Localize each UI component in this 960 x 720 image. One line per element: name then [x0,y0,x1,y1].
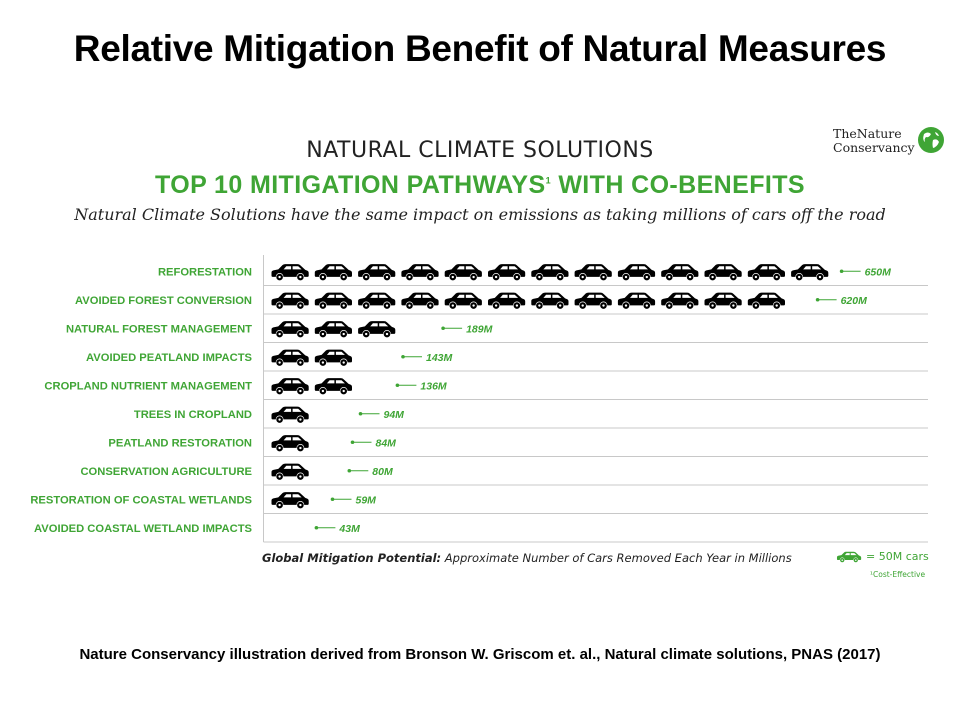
car-icon [358,292,396,309]
car-icon [661,292,699,309]
x-axis-label-rest: Approximate Number of Cars Removed Each … [441,551,792,565]
car-icon [661,264,699,281]
x-axis-label: Global Mitigation Potential: Approximate… [262,551,792,565]
car-icon [704,264,742,281]
chart-row: PEATLAND RESTORATION 84M [108,435,928,457]
car-icon [314,264,352,281]
chart-row: RESTORATION OF COASTAL WETLANDS 59M [30,492,928,514]
car-icon [488,264,526,281]
category-label: AVOIDED COASTAL WETLAND IMPACTS [34,523,252,535]
category-label: CROPLAND NUTRIENT MANAGEMENT [44,380,252,392]
car-icon [444,292,482,309]
value-label: 84M [376,437,397,449]
chart-row: TREES IN CROPLAND 94M [134,406,928,429]
car-icon-partial [358,378,386,395]
legend-label: = 50M cars [866,550,929,563]
category-label: TREES IN CROPLAND [134,409,252,421]
value-label: 650M [865,266,892,278]
car-icon [704,292,742,309]
car-icon-partial [358,349,392,366]
car-icon [574,292,612,309]
car-icon [574,264,612,281]
car-icon [271,406,309,423]
car-icon-partial [314,463,338,480]
value-label: 80M [372,466,393,478]
value-label: 94M [384,409,405,421]
value-label: 59M [356,494,377,506]
legend-footnote: ¹Cost-Effective [870,570,926,579]
car-icon [444,264,482,281]
car-icon [836,551,862,563]
category-label: NATURAL FOREST MANAGEMENT [66,323,252,335]
chart-subtitle-suffix: WITH CO-BENEFITS [550,171,805,199]
slide-title: Relative Mitigation Benefit of Natural M… [73,28,887,69]
category-label: CONSERVATION AGRICULTURE [80,466,252,478]
logo-wordmark: TheNature Conservancy [833,127,915,155]
car-icon [271,435,309,452]
category-label: AVOIDED FOREST CONVERSION [75,295,252,307]
chart-row: NATURAL FOREST MANAGEMENT 189M [66,321,928,343]
chart-row: AVOIDED FOREST CONVERSION 620M [75,292,928,315]
car-icon [747,292,785,309]
car-icon [271,292,309,309]
car-icon [314,321,352,338]
car-icon-partial [791,292,806,309]
car-icon [488,292,526,309]
chart-row: CROPLAND NUTRIENT MANAGEMENT 136M [44,378,928,400]
chart-description: Natural Climate Solutions have the same … [74,205,886,224]
car-icon [271,378,309,395]
chart-row: AVOIDED PEATLAND IMPACTS 143M [86,349,928,372]
chart-row: AVOIDED COASTAL WETLAND IMPACTS 43M [34,520,928,543]
value-label: 136M [420,380,447,392]
car-icon [358,264,396,281]
chart-title: NATURAL CLIMATE SOLUTIONS [306,138,654,163]
car-icon [271,492,309,509]
globe-icon [918,127,944,153]
chart-row: REFORESTATION 650M [158,264,928,286]
category-label: RESTORATION OF COASTAL WETLANDS [30,494,252,506]
x-axis-label-bold: Global Mitigation Potential: [262,551,442,565]
car-icon [314,349,352,366]
car-icon [314,378,352,395]
car-icon [358,321,396,338]
car-icon-partial [271,520,305,537]
car-icon-partial [401,321,432,338]
value-label: 143M [426,352,453,364]
car-icon [271,264,309,281]
car-icon [617,264,656,281]
value-label: 43M [338,523,360,535]
value-label: 620M [841,295,868,307]
category-label: PEATLAND RESTORATION [108,437,252,449]
car-icon [271,349,309,366]
logo-line-2: Conservancy [833,140,915,155]
car-icon-partial [314,435,341,452]
legend-row: = 50M cars [836,549,936,565]
car-icon [401,292,439,309]
logo-line-1: TheNature [833,126,902,141]
car-icon [747,264,785,281]
source-citation: Nature Conservancy illustration derived … [79,646,881,663]
car-pictogram-chart: REFORESTATION 650M AVOIDED FOREST CONVERSI… [30,255,928,543]
car-icon [314,292,352,309]
chart-subtitle-footnote: 1 [545,175,551,186]
value-label: 189M [466,323,493,335]
car-icon [271,321,309,338]
car-icon [531,264,569,281]
car-icon [401,264,439,281]
chart-subtitle-main: TOP 10 MITIGATION PATHWAYS [155,171,546,199]
chart-subtitle: TOP 10 MITIGATION PATHWAYS1 WITH CO-BENE… [0,171,960,200]
category-label: REFORESTATION [158,266,252,278]
car-icon [791,264,829,281]
category-label: AVOIDED PEATLAND IMPACTS [86,352,252,364]
chart-row: CONSERVATION AGRICULTURE 80M [80,463,928,486]
car-icon [271,463,309,480]
car-icon [531,292,569,309]
car-icon [617,292,656,309]
car-icon-partial [314,406,349,423]
nature-conservancy-logo: TheNature Conservancy [833,126,945,160]
